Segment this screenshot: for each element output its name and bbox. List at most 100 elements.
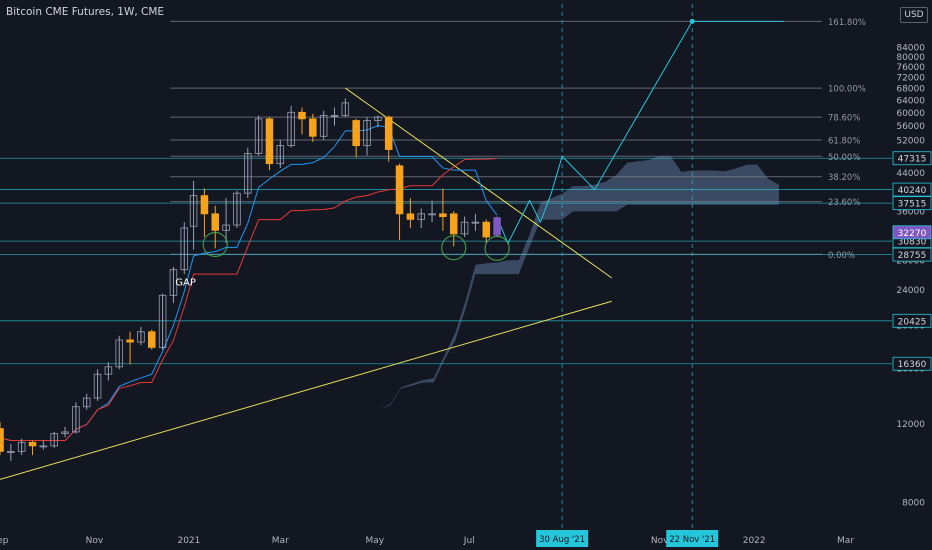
bounce-circle <box>202 231 228 258</box>
candle-body <box>126 339 134 343</box>
candle <box>276 139 285 168</box>
time-tick-label: Nov <box>86 536 104 546</box>
date-highlight-bg <box>536 530 589 547</box>
candle-body <box>104 366 113 375</box>
price-tick-label: 80000 <box>896 53 925 63</box>
price-tick-label: 64000 <box>896 96 925 106</box>
candle-body <box>298 111 306 120</box>
candle <box>222 198 230 244</box>
candle-body <box>50 433 58 447</box>
time-tick-label: 2022 <box>743 536 766 546</box>
candle <box>7 444 15 461</box>
candle <box>200 188 209 237</box>
current-price-tag-bg <box>892 225 932 240</box>
candle <box>189 180 198 250</box>
candle <box>169 266 178 303</box>
candle <box>309 113 317 142</box>
candle <box>298 107 306 135</box>
candle-body <box>276 145 285 165</box>
candle <box>428 200 436 223</box>
candle-body <box>319 115 328 137</box>
price-level-tag-bg <box>892 356 932 371</box>
candle <box>417 208 425 228</box>
bounce-circle <box>441 235 467 261</box>
price-tick-label: 60000 <box>896 109 925 119</box>
ascending-trendline <box>0 300 612 480</box>
candle-body <box>233 192 241 226</box>
fib-and-level-lines: 161.80%100.00%78.60%61.80%50.00%38.20%23… <box>0 4 892 528</box>
price-tick-label: 12000 <box>896 420 925 430</box>
base-line <box>0 158 498 442</box>
candle-body <box>417 213 425 220</box>
candle-body <box>93 373 102 399</box>
candle-body <box>189 195 198 227</box>
candle <box>254 115 263 156</box>
candle <box>244 147 252 199</box>
candle <box>287 105 295 148</box>
annotation-gap: GAP <box>175 278 196 289</box>
candle-body <box>428 213 436 216</box>
price-axis-bg <box>892 0 932 550</box>
candle-body <box>244 153 252 194</box>
candle-body <box>158 294 167 348</box>
candle-body <box>0 428 4 452</box>
price-level-tag: 40240 <box>898 186 927 196</box>
price-tick-label: 52000 <box>896 136 925 146</box>
price-level-tag-bg <box>892 313 932 328</box>
time-axis[interactable]: Sep Nov 2021 Mar May Jul Nov 2022 Mar 30 Aug '21 2… <box>0 528 932 550</box>
time-tick-label: Mar <box>272 536 289 546</box>
candle <box>50 431 58 448</box>
bounce-markers <box>202 231 510 261</box>
fib-label: 0.00% <box>828 251 855 261</box>
price-tick-label: 44000 <box>896 169 925 179</box>
candle <box>352 118 360 158</box>
candle-body <box>439 213 447 217</box>
price-tick-label: 84000 <box>896 44 925 54</box>
price-level-tag-bg <box>892 196 932 211</box>
candle-body <box>471 221 480 224</box>
fib-label: 61.80% <box>828 136 860 146</box>
candle-body <box>330 115 339 117</box>
date-highlight-label: 30 Aug '21 <box>539 535 585 545</box>
indicator-lines <box>0 125 498 442</box>
price-tick-label: 72000 <box>896 74 925 84</box>
candle <box>28 440 37 456</box>
candle-body <box>384 116 393 150</box>
candle <box>330 107 339 126</box>
candle <box>363 117 371 156</box>
candle <box>126 331 134 365</box>
bounce-circle <box>484 235 510 261</box>
candle-body <box>374 116 382 121</box>
candle-body <box>309 118 317 137</box>
date-highlight-bg <box>666 530 719 547</box>
time-tick-label: May <box>365 536 384 546</box>
price-axis[interactable]: 8000120001600020000240002800032000360004… <box>892 0 932 550</box>
candle <box>493 216 501 237</box>
candle <box>72 402 80 434</box>
price-level-tag: 16360 <box>898 360 927 370</box>
candle-body <box>406 213 415 220</box>
candle <box>439 188 447 231</box>
candle-body <box>137 331 145 343</box>
candle-body <box>265 118 274 165</box>
currency-button[interactable]: USD <box>900 7 928 23</box>
time-tick-label: 2021 <box>177 536 200 546</box>
candle <box>341 98 350 118</box>
candle <box>137 326 145 346</box>
time-tick-label: Mar <box>837 536 854 546</box>
fib-label: 50.00% <box>828 153 860 163</box>
candle <box>233 190 241 228</box>
price-tick-label: 76000 <box>896 63 925 73</box>
candle-body <box>211 213 220 231</box>
candle-body <box>39 445 48 448</box>
candle <box>180 222 189 275</box>
candle <box>384 115 393 162</box>
candle <box>148 329 156 350</box>
price-level-tag: 20425 <box>898 317 927 327</box>
fib-label: 100.00% <box>828 85 866 95</box>
price-level-tag: 28755 <box>898 251 927 261</box>
candle-body <box>341 102 350 116</box>
price-level-tag: 47315 <box>898 155 927 165</box>
candle <box>0 422 4 456</box>
